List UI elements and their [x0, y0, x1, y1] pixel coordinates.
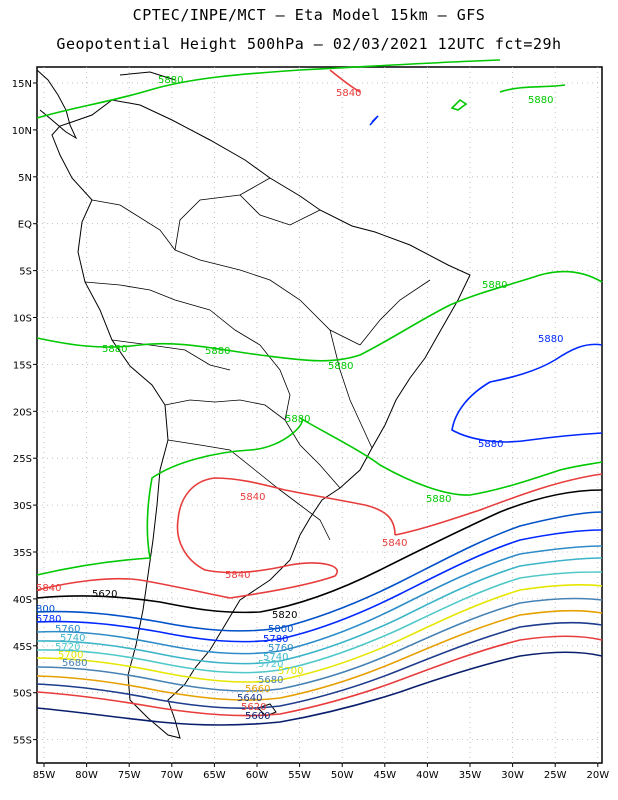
latitude-labels: 15N 10N 5N EQ 5S 10S 15S 20S 25S 30S 35S 40S 45S 50S 5…: [12, 79, 32, 747]
plot-frame: [36, 66, 603, 764]
contour-label: 5880: [482, 280, 507, 291]
contour-label: 5880: [205, 346, 230, 357]
contour-label: 5700: [278, 666, 303, 677]
longitude-labels: 85W 80W 75W 70W 65W 60W 55W 50W 45W 40W 35W 30W 25W 2…: [33, 770, 610, 781]
contour-label: 5680: [258, 675, 283, 686]
latitude-label: 10N: [12, 126, 32, 137]
contour-label: 5780: [36, 614, 61, 625]
contour-label: 5720: [258, 659, 283, 670]
latitude-label: 20S: [13, 407, 32, 418]
contour-label: 5880: [285, 414, 310, 425]
longitude-label: 70W: [160, 770, 183, 781]
contour-label: 5840: [240, 492, 265, 503]
contour-label: 5620: [92, 589, 117, 600]
contour-labels: 5880 5840 5880 5880 5880 5880 5880 5880 …: [36, 75, 563, 722]
latitude-label: 15N: [12, 79, 32, 90]
longitude-label: 75W: [118, 770, 141, 781]
contour-label: 5700: [58, 650, 83, 661]
latitude-label: 5S: [19, 267, 32, 278]
map-title-line-2: Geopotential Height 500hPa – 02/03/2021 …: [56, 35, 562, 53]
contour-label: 5740: [60, 633, 85, 644]
longitude-label: 30W: [501, 770, 524, 781]
contour-label: 5660: [245, 684, 270, 695]
latitude-label: 40S: [13, 595, 32, 606]
contour-label: 5640: [237, 693, 262, 704]
longitude-label: 50W: [331, 770, 354, 781]
contour-label: 5740: [263, 652, 288, 663]
contour-label: 5680: [62, 658, 87, 669]
contour-label: 5820: [272, 610, 297, 621]
longitude-label: 45W: [373, 770, 396, 781]
longitude-label: 20W: [586, 770, 609, 781]
contour-label: 5880: [426, 494, 451, 505]
contour-label: 5620: [241, 702, 266, 713]
contour-label: 5720: [55, 642, 80, 653]
latitude-label: 50S: [13, 689, 32, 700]
latitude-label: 45S: [13, 642, 32, 653]
contour-label: 5880: [102, 344, 127, 355]
latitude-label: 35S: [13, 548, 32, 559]
graticule: [37, 67, 602, 763]
latitude-label: 55S: [13, 736, 32, 747]
latitude-label: 5N: [18, 173, 32, 184]
contour-label: 5880: [528, 95, 553, 106]
central-america-coastline: [36, 69, 78, 140]
longitude-label: 35W: [459, 770, 482, 781]
caribbean-islands: [119, 71, 176, 81]
contour-label: 800: [36, 604, 55, 615]
coastlines: [36, 69, 471, 739]
contour-label: 5840: [36, 583, 61, 594]
longitude-label: 40W: [416, 770, 439, 781]
latitude-label: 10S: [13, 314, 32, 325]
latitude-label: 25S: [13, 454, 32, 465]
contour-label: 5880: [538, 334, 563, 345]
country-borders: [84, 177, 431, 541]
map-title-line-1: CPTEC/INPE/MCT – Eta Model 15km – GFS: [132, 6, 486, 24]
contour-label: 5880: [158, 75, 183, 86]
contour-label: 5880: [328, 361, 353, 372]
longitude-label: 60W: [246, 770, 269, 781]
contour-label: 5840: [336, 88, 361, 99]
longitude-label: 65W: [203, 770, 226, 781]
contour-label: 5880: [478, 439, 503, 450]
contour-label: 5780: [263, 634, 288, 645]
contour-label: 5600: [245, 711, 270, 722]
latitude-label: 15S: [13, 360, 32, 371]
longitude-label: 25W: [544, 770, 567, 781]
contour-label: 5840: [382, 538, 407, 549]
contour-label: 5800: [268, 624, 293, 635]
longitude-label: 85W: [33, 770, 56, 781]
latitude-label: EQ: [18, 220, 32, 231]
longitude-label: 55W: [288, 770, 311, 781]
height-contours: [36, 59, 603, 726]
axis-ticks: [33, 82, 599, 767]
longitude-label: 80W: [75, 770, 98, 781]
contour-label: 5840: [225, 570, 250, 581]
contour-label: 5760: [268, 643, 293, 654]
south-america-coastline: [51, 99, 471, 739]
falklands: [257, 703, 277, 717]
contour-label: 5760: [55, 624, 80, 635]
latitude-label: 30S: [13, 501, 32, 512]
